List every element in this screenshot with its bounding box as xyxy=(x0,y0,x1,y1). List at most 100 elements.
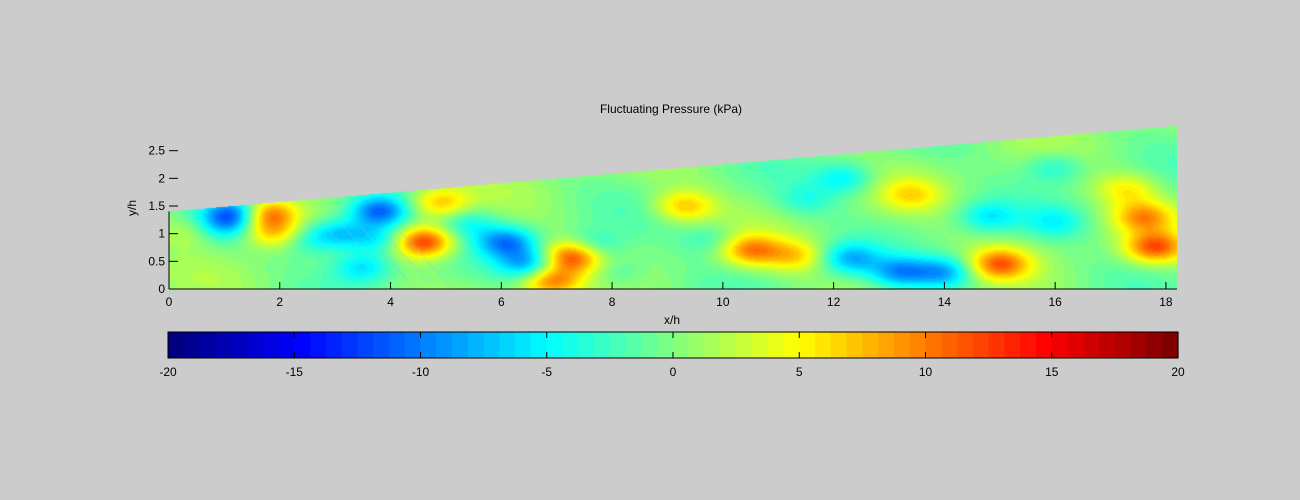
y-tick-label: 1 xyxy=(158,227,165,241)
contour-lines xyxy=(301,216,450,284)
colorbar-cell xyxy=(199,332,216,358)
colorbar-cell xyxy=(1051,332,1069,358)
colorbar-cell xyxy=(1035,332,1053,358)
colorbar-cell xyxy=(231,332,248,358)
colorbar-cell xyxy=(388,332,406,358)
plot-area xyxy=(169,123,1177,289)
colorbar-tick-label: -10 xyxy=(412,365,430,379)
colorbar-cell xyxy=(1162,332,1179,358)
colorbar-cell xyxy=(578,332,595,358)
y-axis: 0 0.5 1 1.5 2 2.5 xyxy=(148,144,178,296)
colorbar-cell xyxy=(310,332,327,358)
colorbar-cell xyxy=(373,332,390,358)
colorbar-cell xyxy=(625,332,643,358)
colorbar-tick-label: 20 xyxy=(1171,365,1185,379)
colorbar: -20 -15 -10 -5 0 5 10 15 20 xyxy=(159,331,1185,379)
colorbar-cell xyxy=(562,332,579,358)
y-tick-label: 0.5 xyxy=(148,254,165,268)
colorbar-cell xyxy=(420,332,437,358)
colorbar-cell xyxy=(1114,332,1132,358)
colorbar-cell xyxy=(1146,332,1163,358)
colorbar-cell xyxy=(1020,332,1037,358)
x-tick-label: 4 xyxy=(387,295,394,309)
colorbar-cell xyxy=(183,332,201,358)
contour-line xyxy=(379,227,430,284)
colorbar-cell xyxy=(467,332,485,358)
colorbar-cell xyxy=(609,332,627,358)
x-tick-label: 8 xyxy=(609,295,616,309)
colorbar-cell xyxy=(925,332,942,358)
colorbar-cell xyxy=(988,332,1006,358)
colorbar-tick-label: 5 xyxy=(796,365,803,379)
colorbar-cell xyxy=(830,332,848,358)
colorbar-cell xyxy=(278,332,295,358)
colorbar-cell xyxy=(215,332,232,358)
pressure-field xyxy=(169,123,1177,289)
colorbar-cell xyxy=(1004,332,1021,358)
colorbar-cell xyxy=(846,332,863,358)
colorbar-cell xyxy=(673,332,690,358)
colorbar-cell xyxy=(1099,332,1116,358)
colorbar-cell xyxy=(799,332,816,358)
colorbar-cell xyxy=(941,332,958,358)
colorbar-cell xyxy=(404,332,422,358)
y-tick-label: 2.5 xyxy=(148,144,165,158)
colorbar-cell xyxy=(657,332,674,358)
x-tick-label: 12 xyxy=(827,295,841,309)
colorbar-frame xyxy=(167,331,1179,359)
colorbar-cell xyxy=(783,332,800,358)
x-tick-label: 2 xyxy=(276,295,283,309)
colorbar-tick-label: 0 xyxy=(670,365,677,379)
x-tick-label: 18 xyxy=(1159,295,1173,309)
colorbar-cell xyxy=(815,332,832,358)
colorbar-cell xyxy=(704,332,721,358)
colorbar-cell xyxy=(641,332,658,358)
colorbar-cell xyxy=(357,332,374,358)
colorbar-cell xyxy=(862,332,879,358)
colorbar-cell xyxy=(325,332,343,358)
colorbar-cell xyxy=(594,332,611,358)
colorbar-cell xyxy=(1067,332,1084,358)
colorbar-cell xyxy=(736,332,753,358)
x-tick-label: 10 xyxy=(716,295,730,309)
colorbar-cell xyxy=(530,332,548,358)
y-tick-label: 1.5 xyxy=(148,199,165,213)
colorbar-cell xyxy=(767,332,785,358)
colorbar-cell xyxy=(515,332,532,358)
colorbar-tick-label: -15 xyxy=(286,365,304,379)
colorbar-cell xyxy=(246,332,264,358)
x-tick-label: 0 xyxy=(166,295,173,309)
colorbar-tick-label: -20 xyxy=(159,365,177,379)
y-tick-label: 2 xyxy=(158,171,165,185)
colorbar-cell xyxy=(957,332,974,358)
colorbar-cell xyxy=(720,332,737,358)
colorbar-cell xyxy=(878,332,895,358)
colorbar-cell xyxy=(483,332,501,358)
colorbar-tick-label: -5 xyxy=(541,365,552,379)
contour-line xyxy=(320,219,372,284)
colorbar-cell xyxy=(436,332,453,358)
y-axis-label: y/h xyxy=(125,200,139,216)
colorbar-cell xyxy=(1130,332,1148,358)
x-tick-label: 6 xyxy=(498,295,505,309)
colorbar-cell xyxy=(452,332,469,358)
colorbar-tick-label: 10 xyxy=(919,365,933,379)
colorbar-cell xyxy=(499,332,516,358)
colorbar-cell xyxy=(546,332,564,358)
contour-line xyxy=(398,230,450,284)
colorbar-cell xyxy=(168,332,185,358)
colorbar-cell xyxy=(262,332,280,358)
colorbar-cell xyxy=(893,332,911,358)
x-tick-label: 14 xyxy=(938,295,952,309)
colorbar-cell xyxy=(909,332,927,358)
x-axis-label: x/h xyxy=(664,313,680,327)
colorbar-tick-label: 15 xyxy=(1045,365,1059,379)
contour-line xyxy=(359,225,411,284)
colorbar-cell xyxy=(1083,332,1100,358)
colorbar-gradient xyxy=(168,332,1179,358)
y-tick-label: 0 xyxy=(158,282,165,296)
contour-line xyxy=(301,216,353,284)
colorbar-cell xyxy=(751,332,769,358)
x-axis: 0 2 4 6 8 10 12 14 16 18 xyxy=(166,282,1177,309)
